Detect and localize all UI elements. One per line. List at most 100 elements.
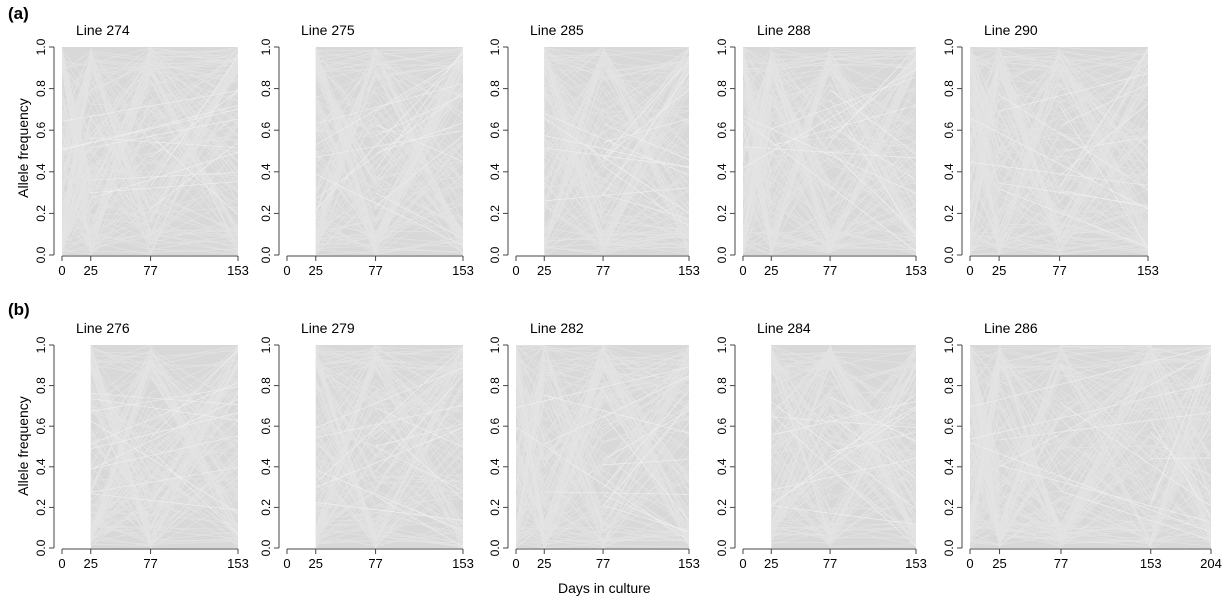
- allele-trajectory: [543, 57, 689, 248]
- allele-trajectory: [771, 391, 916, 436]
- allele-trajectory: [544, 113, 689, 176]
- allele-trajectory: [90, 461, 238, 548]
- allele-trajectory: [743, 106, 916, 241]
- allele-trajectory: [999, 351, 1211, 468]
- allele-trajectory: [315, 53, 463, 72]
- allele-trajectory: [315, 54, 463, 227]
- allele-trajectory: [743, 59, 916, 253]
- allele-trajectory: [516, 440, 689, 544]
- allele-trajectory: [771, 416, 916, 428]
- chart-title: Line 285: [530, 22, 584, 38]
- x-tick-label: 0: [739, 556, 746, 571]
- allele-trajectory: [970, 359, 1211, 442]
- allele-trajectory: [770, 353, 916, 492]
- y-tick-label: 0.6: [488, 418, 502, 435]
- allele-trajectory: [970, 117, 1148, 210]
- allele-trajectory: [315, 53, 463, 211]
- y-tick-label: 0.6: [34, 418, 48, 435]
- allele-trajectory: [602, 410, 689, 461]
- allele-trajectory: [516, 448, 689, 542]
- allele-trajectory: [771, 357, 916, 486]
- allele-trajectory: [970, 442, 1211, 533]
- allele-trajectory: [62, 104, 238, 253]
- allele-trajectory: [315, 61, 463, 245]
- allele-trajectory: [315, 492, 463, 520]
- chart-panel: Line 275 0.0 0.2 0.4 0.6 0.8 1.0 0 25 77 153: [259, 22, 474, 278]
- allele-trajectory: [998, 94, 1148, 190]
- allele-trajectory: [743, 51, 916, 161]
- allele-trajectory: [315, 116, 463, 247]
- y-tick-label: 0.2: [34, 499, 48, 516]
- chart-title: Line 274: [76, 22, 130, 38]
- allele-trajectory: [90, 351, 238, 451]
- allele-trajectory: [90, 493, 238, 511]
- allele-trajectory: [315, 70, 463, 223]
- allele-trajectory: [743, 151, 916, 246]
- allele-trajectory: [315, 366, 463, 547]
- allele-trajectory: [970, 355, 1211, 539]
- allele-trajectory: [516, 348, 689, 508]
- chart-panel: Line 279 0.0 0.2 0.4 0.6 0.8 1.0 0 25 77 153: [259, 320, 474, 571]
- allele-trajectory: [771, 76, 916, 130]
- series-lines: [970, 47, 1148, 255]
- allele-trajectory: [743, 146, 916, 159]
- y-tick-label: 1.0: [34, 336, 48, 353]
- x-tick-label: 77: [823, 556, 837, 571]
- allele-trajectory: [544, 51, 689, 196]
- x-tick-label: 25: [309, 263, 323, 278]
- allele-trajectory: [90, 361, 238, 533]
- allele-trajectory: [543, 48, 689, 244]
- allele-trajectory: [516, 346, 689, 482]
- allele-trajectory: [970, 86, 1148, 255]
- allele-trajectory: [970, 374, 1211, 545]
- allele-trajectory: [970, 57, 1148, 174]
- allele-trajectory: [315, 50, 463, 241]
- y-tick-label: 0.2: [488, 205, 502, 222]
- allele-trajectory: [970, 345, 1211, 403]
- allele-trajectory: [970, 358, 1211, 507]
- allele-trajectory: [62, 64, 238, 205]
- allele-trajectory: [315, 345, 463, 420]
- allele-trajectory: [150, 348, 238, 438]
- x-tick-label: 0: [966, 263, 973, 278]
- x-tick-label: 153: [678, 556, 700, 571]
- allele-trajectory: [90, 367, 238, 540]
- allele-trajectory: [516, 499, 689, 542]
- panel-label-a: (a): [8, 4, 29, 23]
- allele-trajectory: [315, 129, 463, 241]
- allele-trajectory: [970, 433, 1211, 543]
- allele-trajectory: [62, 61, 238, 245]
- allele-trajectory: [62, 50, 238, 125]
- allele-trajectory: [315, 349, 463, 523]
- allele-trajectory: [315, 47, 463, 254]
- allele-trajectory: [90, 346, 238, 539]
- chart-panel: Line 282 0.0 0.2 0.4 0.6 0.8 1.0 0 25 77 153: [488, 320, 700, 571]
- allele-trajectory: [743, 157, 916, 246]
- allele-trajectory: [771, 499, 916, 541]
- allele-trajectory: [315, 461, 463, 531]
- allele-trajectory: [62, 47, 238, 122]
- allele-trajectory: [1059, 48, 1148, 187]
- allele-trajectory: [375, 421, 463, 500]
- allele-trajectory: [544, 59, 689, 242]
- allele-trajectory: [970, 102, 1148, 253]
- allele-trajectory: [970, 353, 1211, 516]
- allele-trajectory: [770, 422, 916, 547]
- allele-trajectory: [315, 401, 463, 507]
- allele-trajectory: [544, 135, 689, 169]
- allele-trajectory: [315, 387, 463, 538]
- allele-trajectory: [315, 70, 463, 220]
- allele-trajectory: [771, 356, 916, 539]
- allele-trajectory: [544, 145, 689, 214]
- allele-trajectory: [743, 52, 916, 244]
- allele-trajectory: [771, 368, 916, 532]
- allele-trajectory: [315, 405, 463, 534]
- x-tick-label: 0: [58, 263, 65, 278]
- x-tick-label: 153: [452, 556, 474, 571]
- allele-trajectory: [315, 379, 463, 482]
- allele-trajectory: [62, 120, 238, 253]
- allele-trajectory: [315, 434, 463, 548]
- x-tick-label: 25: [84, 263, 98, 278]
- allele-trajectory: [90, 366, 238, 525]
